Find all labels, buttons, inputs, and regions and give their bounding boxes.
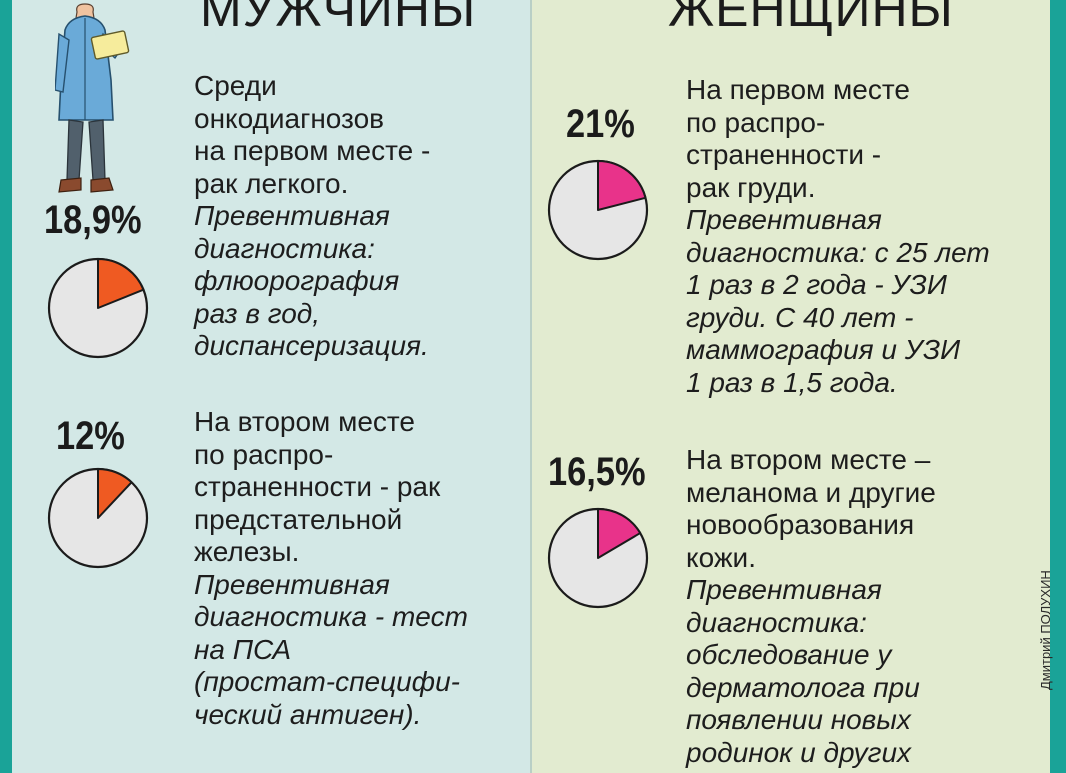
text-line: железы.	[194, 536, 300, 567]
text-line: диагностика - тест	[194, 601, 468, 632]
text-line: на первом месте -	[194, 135, 431, 166]
text-line: страненности -	[686, 139, 882, 170]
women-item-1-percent: 21%	[566, 102, 635, 146]
women-title: ЖЕНЩИНЫ	[668, 0, 954, 37]
photo-credit: Дмитрий ПОЛУХИН	[1038, 570, 1053, 690]
women-panel	[531, 0, 1050, 773]
pie-value-slice	[597, 508, 642, 559]
text-line: На первом месте	[686, 74, 910, 105]
text-line: флюорография	[194, 265, 400, 296]
men-title: МУЖЧИНЫ	[200, 0, 477, 37]
text-line: Среди	[194, 70, 277, 101]
panel-divider	[530, 0, 532, 773]
text-line: На втором месте –	[686, 444, 931, 475]
text-line: рак легкого.	[194, 167, 349, 199]
text-line: Превентивная	[194, 568, 390, 600]
women-item-1-text: На первом месте по распро-страненности -р…	[686, 74, 990, 399]
women-item-2-pie	[547, 507, 649, 609]
women-item-2-percent: 16,5%	[548, 450, 646, 494]
text-line: диагностика:	[686, 606, 867, 638]
text-line: диагностика: с 25 лет	[686, 236, 990, 268]
text-line: на ПСА	[194, 633, 292, 665]
pie-value-slice	[97, 258, 145, 309]
text-line: Превентивная	[194, 200, 390, 231]
text-line: 1 раз в 2 года - УЗИ	[686, 269, 947, 300]
text-line: онкодиагнозов	[194, 102, 385, 134]
women-item-1-pie	[547, 159, 649, 261]
text-line: страненности - рак	[194, 471, 441, 502]
women-item-2-text: На втором месте – меланома и другие новооб…	[686, 444, 936, 769]
men-item-2-pie	[47, 467, 149, 569]
text-line: 1 раз в 1,5 года.	[686, 366, 898, 398]
text-line: появлении новых	[686, 704, 911, 735]
text-line: кожи.	[686, 541, 756, 573]
text-line: дерматолога при	[686, 671, 920, 703]
text-line: меланома и другие	[686, 476, 936, 508]
men-item-2-percent: 12%	[56, 414, 125, 458]
doctor-figure-icon	[55, 3, 130, 193]
text-line: по распро-	[686, 106, 826, 138]
text-line: обследование у	[686, 639, 892, 670]
men-item-2-text: На втором месте по распро-страненности - …	[194, 406, 468, 731]
text-line: родинок и других	[686, 736, 912, 768]
pie-value-slice	[97, 468, 133, 519]
men-item-1-text: Среди онкодиагнозов на первом месте - рак л…	[194, 70, 430, 363]
text-line: (простат-специфи-	[194, 666, 460, 697]
text-line: маммография и УЗИ	[686, 334, 961, 365]
text-line: ческий антиген).	[194, 698, 422, 730]
text-line: по распро-	[194, 438, 334, 470]
text-line: диагностика:	[194, 232, 375, 264]
text-line: рак груди.	[686, 171, 816, 203]
text-line: Превентивная	[686, 574, 882, 605]
men-item-1-pie	[47, 257, 149, 359]
text-line: новообразования	[686, 509, 915, 540]
men-item-1-percent: 18,9%	[44, 198, 142, 242]
text-line: груди. С 40 лет -	[686, 301, 914, 333]
text-line: Превентивная	[686, 204, 882, 235]
text-line: раз в год,	[194, 297, 321, 329]
text-line: На втором месте	[194, 406, 415, 437]
text-line: предстательной	[194, 503, 403, 535]
pie-value-slice	[597, 160, 647, 211]
text-line: диспансеризация.	[194, 330, 429, 361]
